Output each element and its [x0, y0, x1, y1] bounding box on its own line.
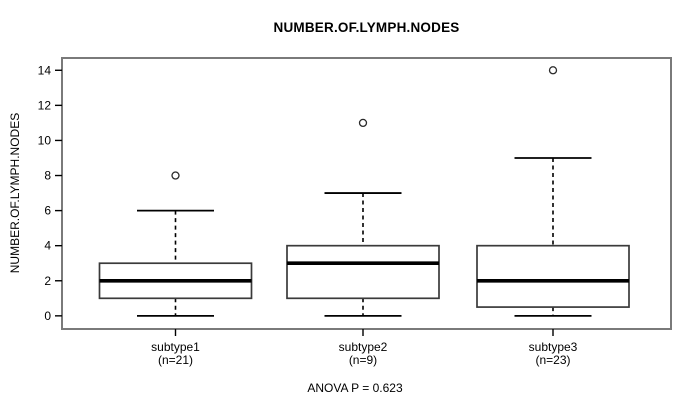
anova-pvalue-text: ANOVA P = 0.623: [307, 381, 403, 395]
group-label: subtype3: [529, 340, 578, 354]
boxplot-group-subtype2: subtype2(n=9): [286, 118, 440, 367]
group-sublabel: (n=9): [349, 353, 377, 367]
outlier-point: [358, 118, 368, 128]
plot-frame: [61, 57, 672, 330]
y-tick-label: 12: [38, 98, 52, 112]
y-tick-label: 4: [44, 239, 51, 253]
chart-title: NUMBER.OF.LYMPH.NODES: [273, 20, 460, 35]
boxplot-group-subtype1: subtype1(n=21): [98, 171, 253, 367]
group-label: subtype1: [151, 340, 200, 354]
iqr-box: [476, 244, 630, 308]
group-sublabel: (n=23): [535, 353, 570, 367]
y-tick-label: 6: [44, 204, 51, 218]
y-tick-label: 0: [44, 309, 51, 323]
group-sublabel: (n=21): [158, 353, 193, 367]
boxplot-group-subtype3: subtype3(n=23): [476, 66, 630, 367]
y-tick-label: 10: [38, 133, 52, 147]
group-label: subtype2: [339, 340, 388, 354]
outlier-point: [548, 66, 558, 75]
iqr-box: [286, 244, 440, 300]
y-tick-label: 14: [38, 63, 52, 77]
y-tick-label: 8: [44, 169, 51, 183]
y-tick-label: 2: [44, 274, 51, 288]
outlier-point: [171, 171, 180, 180]
